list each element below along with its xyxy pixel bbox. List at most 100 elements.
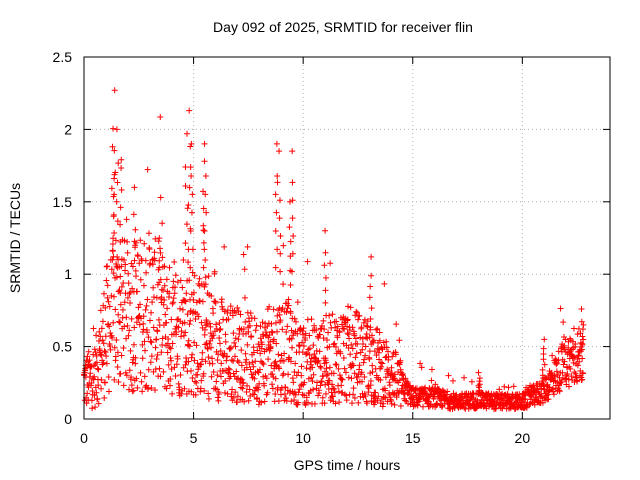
data-point bbox=[252, 358, 259, 365]
data-point bbox=[93, 389, 100, 396]
data-point bbox=[349, 345, 356, 352]
data-point bbox=[186, 184, 193, 191]
data-point bbox=[211, 268, 218, 275]
data-point bbox=[258, 399, 265, 406]
y-axis-label: SRMTID / TECUs bbox=[7, 183, 23, 293]
data-point bbox=[139, 341, 146, 348]
data-point bbox=[143, 269, 150, 276]
data-point bbox=[344, 330, 351, 337]
data-point bbox=[149, 299, 156, 306]
data-point bbox=[518, 399, 525, 406]
data-point bbox=[414, 402, 421, 409]
data-point bbox=[277, 232, 284, 239]
data-point bbox=[202, 281, 209, 288]
data-point bbox=[114, 349, 121, 356]
data-point bbox=[140, 326, 147, 333]
data-point bbox=[450, 399, 457, 406]
data-point bbox=[333, 362, 340, 369]
data-point bbox=[541, 361, 548, 368]
data-point bbox=[136, 260, 143, 267]
data-point bbox=[142, 347, 149, 354]
data-point bbox=[362, 343, 369, 350]
data-point bbox=[359, 346, 366, 353]
data-point bbox=[352, 354, 359, 361]
data-point bbox=[302, 330, 309, 337]
data-point bbox=[132, 360, 139, 367]
data-point bbox=[384, 398, 391, 405]
data-point bbox=[272, 375, 279, 382]
data-point bbox=[187, 264, 194, 271]
data-point bbox=[265, 320, 272, 327]
data-point bbox=[215, 397, 222, 404]
data-point bbox=[368, 272, 375, 279]
data-point bbox=[177, 371, 184, 378]
data-point bbox=[257, 350, 264, 357]
data-point bbox=[173, 329, 180, 336]
data-point bbox=[358, 369, 365, 376]
data-point bbox=[137, 237, 144, 244]
data-point bbox=[221, 243, 228, 250]
data-point bbox=[287, 267, 294, 274]
data-point bbox=[147, 260, 154, 267]
data-point bbox=[388, 397, 395, 404]
data-point bbox=[83, 364, 90, 371]
data-point bbox=[152, 344, 159, 351]
data-point bbox=[209, 355, 216, 362]
data-point bbox=[175, 380, 182, 387]
data-point bbox=[321, 326, 328, 333]
data-point bbox=[132, 267, 139, 274]
data-point bbox=[540, 345, 547, 352]
data-point bbox=[541, 386, 548, 393]
data-point bbox=[188, 209, 195, 216]
data-point bbox=[295, 389, 302, 396]
data-point bbox=[188, 172, 195, 179]
data-point bbox=[146, 246, 153, 253]
data-point bbox=[257, 323, 264, 330]
data-point bbox=[167, 345, 174, 352]
data-point bbox=[276, 365, 283, 372]
data-point bbox=[189, 191, 196, 198]
y-tick-label: 1 bbox=[64, 266, 72, 282]
data-point bbox=[206, 360, 213, 367]
data-point bbox=[377, 400, 384, 407]
data-point bbox=[156, 235, 163, 242]
data-point bbox=[386, 382, 393, 389]
data-point bbox=[302, 351, 309, 358]
data-point bbox=[357, 334, 364, 341]
data-point bbox=[244, 243, 251, 250]
data-point bbox=[165, 361, 172, 368]
data-point bbox=[167, 355, 174, 362]
data-point bbox=[381, 280, 388, 287]
data-point bbox=[117, 273, 124, 280]
data-point bbox=[265, 356, 272, 363]
data-point bbox=[98, 385, 105, 392]
data-point bbox=[345, 303, 352, 310]
data-point bbox=[215, 351, 222, 358]
data-point bbox=[318, 378, 325, 385]
data-point bbox=[89, 375, 96, 382]
data-point bbox=[108, 185, 115, 192]
data-point bbox=[428, 366, 435, 373]
data-point bbox=[556, 388, 563, 395]
data-point bbox=[103, 353, 110, 360]
data-point bbox=[132, 226, 139, 233]
data-point bbox=[228, 356, 235, 363]
data-point bbox=[157, 113, 164, 120]
data-point bbox=[103, 277, 110, 284]
data-point bbox=[153, 336, 160, 343]
data-point bbox=[145, 230, 152, 237]
data-point bbox=[449, 377, 456, 384]
data-point bbox=[339, 376, 346, 383]
data-point bbox=[300, 331, 307, 338]
data-point bbox=[275, 351, 282, 358]
data-point bbox=[182, 361, 189, 368]
data-point bbox=[182, 164, 189, 171]
data-point bbox=[275, 364, 282, 371]
data-point bbox=[190, 297, 197, 304]
data-point bbox=[521, 392, 528, 399]
data-point bbox=[296, 386, 303, 393]
data-point bbox=[287, 310, 294, 317]
data-point bbox=[163, 276, 170, 283]
data-point bbox=[422, 384, 429, 391]
data-point bbox=[269, 381, 276, 388]
